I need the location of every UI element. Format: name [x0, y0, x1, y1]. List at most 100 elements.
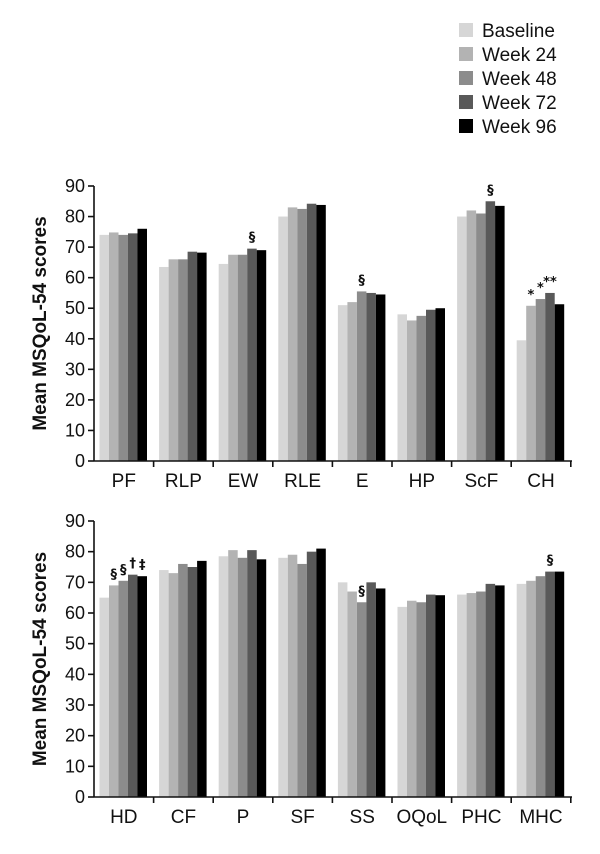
chart-panel-bottom: Mean MSQoL-54 scores 0 10 20 30 40 50 60 70 80 90 H… — [30, 511, 572, 828]
bar-cf-baseline — [159, 570, 169, 797]
x-tick-label-rle: RLE — [284, 471, 321, 492]
x-tick-label-sf: SF — [290, 807, 314, 828]
bar-cf-week-48 — [178, 563, 188, 797]
y-tick-label: 50 — [65, 634, 85, 654]
x-tick-label-hd: HD — [110, 807, 137, 828]
bar-scf-week-96 — [495, 205, 505, 461]
bar-sf-baseline — [278, 557, 288, 797]
bar-sf-week-24 — [287, 554, 298, 797]
bar-pf-week-96 — [137, 228, 147, 461]
bar-ew-week-24 — [228, 254, 238, 461]
bar-oqol-week-24 — [407, 600, 417, 797]
legend-label-week-96: Week 96 — [482, 117, 557, 138]
bar-cf-week-96 — [197, 560, 207, 797]
significance-marker: § — [487, 183, 494, 198]
bar-ew-week-72 — [247, 248, 257, 461]
bar-hp-week-48 — [416, 315, 426, 461]
legend-swatch-week-96 — [459, 119, 473, 133]
bar-sf-week-72 — [306, 551, 317, 797]
bar-rle-baseline — [278, 216, 288, 461]
bar-scf-baseline — [457, 216, 467, 461]
bar-ch-week-48 — [535, 299, 546, 461]
y-axis-title: Mean MSQoL-54 scores — [30, 552, 51, 766]
y-tick-label: 80 — [65, 207, 85, 227]
bar-rlp-week-72 — [187, 251, 198, 461]
bar-hd-week-72 — [128, 574, 138, 797]
x-tick-label-scf: ScF — [465, 471, 499, 492]
significance-marker: § — [358, 273, 365, 288]
bar-ch-baseline — [516, 340, 527, 461]
bar-ew-week-48 — [237, 254, 248, 461]
significance-marker: † — [130, 557, 137, 572]
bar-hd-week-24 — [109, 585, 119, 797]
bar-oqol-week-48 — [416, 602, 426, 797]
bar-ss-week-48 — [356, 602, 367, 797]
significance-marker: § — [111, 567, 118, 582]
y-tick-label: 0 — [75, 787, 85, 807]
bar-scf-week-48 — [476, 213, 486, 461]
bar-oqol-week-96 — [435, 595, 445, 797]
x-tick-label-cf: CF — [171, 807, 196, 828]
bar-hp-baseline — [397, 314, 407, 461]
legend-swatch-week-72 — [459, 95, 473, 109]
bar-e-baseline — [337, 305, 348, 461]
bar-ch-week-72 — [545, 292, 555, 461]
bar-oqol-week-72 — [426, 594, 436, 797]
significance-marker: § — [249, 231, 256, 246]
bar-hp-week-72 — [426, 309, 436, 461]
bar-e-week-72 — [366, 292, 376, 461]
bar-rle-week-96 — [316, 204, 326, 461]
y-tick-label: 90 — [65, 511, 85, 531]
bar-hp-week-24 — [407, 320, 417, 461]
bar-ch-week-96 — [554, 304, 565, 461]
bar-mhc-week-48 — [535, 576, 546, 797]
bar-hp-week-96 — [435, 308, 445, 461]
x-tick-label-mhc: MHC — [519, 807, 562, 828]
bar-rlp-baseline — [159, 266, 169, 461]
y-tick-label: 10 — [65, 420, 85, 440]
bar-ew-baseline — [218, 263, 229, 461]
significance-marker: ‡ — [139, 558, 146, 573]
y-tick-label: 30 — [65, 359, 85, 379]
bar-scf-week-24 — [466, 210, 477, 461]
bar-p-week-24 — [228, 550, 238, 797]
bar-pf-week-48 — [118, 234, 128, 461]
x-tick-label-rlp: RLP — [165, 471, 202, 492]
y-tick-label: 70 — [65, 237, 85, 257]
bar-hd-week-96 — [137, 576, 147, 797]
y-tick-label: 70 — [65, 572, 85, 592]
bar-p-baseline — [218, 556, 229, 797]
significance-marker: * — [537, 281, 544, 296]
legend-label-week-72: Week 72 — [482, 93, 557, 114]
significance-marker: § — [358, 584, 365, 599]
chart-panel-top: Mean MSQoL-54 scores 0 10 20 30 40 50 60 70 80 90 P… — [30, 176, 572, 492]
bar-mhc-week-96 — [554, 571, 565, 797]
y-tick-label: 80 — [65, 542, 85, 562]
significance-marker: * — [528, 288, 535, 303]
bar-phc-week-48 — [476, 591, 486, 797]
significance-marker: § — [120, 563, 127, 578]
bar-phc-week-72 — [485, 583, 496, 797]
y-tick-label: 40 — [65, 664, 85, 684]
bar-ss-week-72 — [366, 582, 376, 797]
bar-phc-baseline — [457, 594, 467, 797]
bar-e-week-96 — [375, 294, 386, 461]
bar-ss-week-24 — [347, 591, 357, 797]
x-tick-label-ew: EW — [228, 471, 259, 492]
bar-rle-week-48 — [297, 208, 307, 461]
bar-hd-baseline — [99, 597, 109, 797]
legend: Baseline Week 24 Week 48 Week 72 Week 96 — [459, 21, 557, 138]
y-tick-label: 0 — [75, 451, 85, 471]
bar-rlp-week-24 — [168, 259, 179, 461]
x-tick-label-hp: HP — [409, 471, 435, 492]
bar-mhc-week-72 — [545, 571, 555, 797]
bar-pf-week-72 — [128, 233, 138, 461]
bar-p-week-96 — [256, 559, 267, 797]
x-tick-label-ss: SS — [350, 807, 375, 828]
bar-e-week-24 — [347, 302, 357, 461]
legend-label-week-24: Week 24 — [482, 45, 557, 66]
y-axis-title: Mean MSQoL-54 scores — [30, 216, 51, 430]
bar-e-week-48 — [356, 291, 367, 461]
bar-sf-week-96 — [316, 548, 326, 797]
